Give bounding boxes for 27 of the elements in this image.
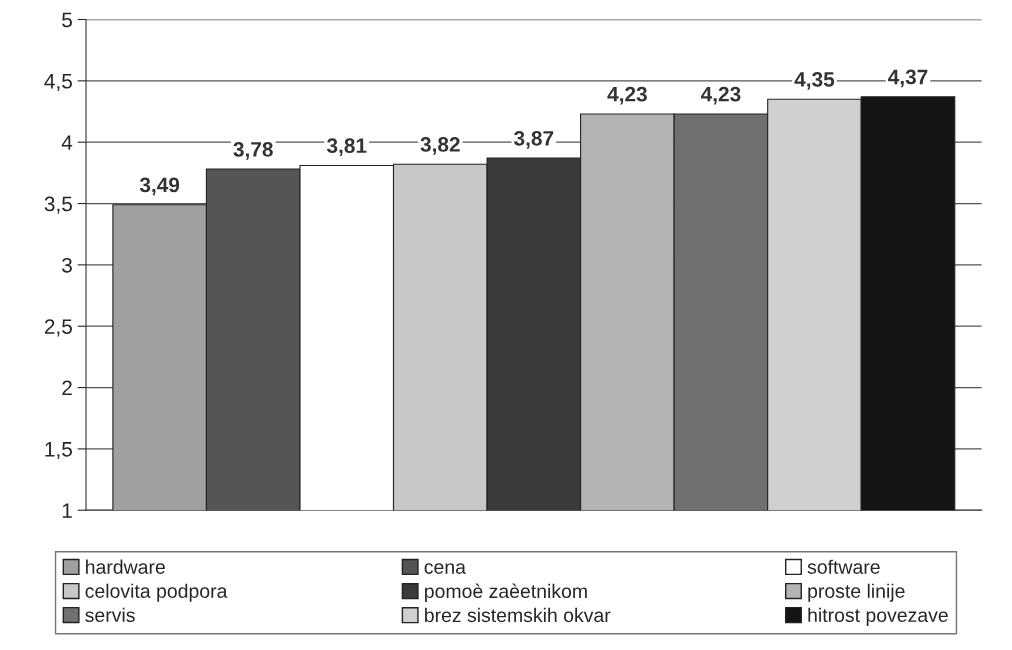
data-label: 3,87 [514,130,554,149]
data-label: 4,37 [888,69,928,88]
data-label: 3,81 [326,138,367,157]
data-label: 3,49 [139,177,180,196]
y-tick-label: 1 [62,503,72,518]
y-tick-label: 3 [62,257,72,273]
y-tick-label: 2,5 [44,319,72,337]
legend-label: pomoè zaèetnikom [425,583,587,602]
y-tick-label: 2 [62,380,72,396]
legend-label: brez sistemskih okvar [425,607,611,623]
y-tick-label: 4,5 [44,74,72,92]
legend-label: hardware [86,559,165,574]
legend-label: software [807,559,880,574]
data-label: 4,35 [794,72,835,90]
y-tick-label: 3,5 [44,196,72,214]
data-label: 3,78 [233,141,273,160]
data-label: 4,23 [700,86,741,105]
data-label: 3,82 [420,137,460,155]
legend-label: servis [85,607,135,623]
y-tick-label: 5 [62,12,72,28]
legend-label: hitrost povezave [808,607,948,626]
y-tick-label: 4 [61,135,73,150]
legend-label: cena [424,563,466,574]
data-label: 4,23 [607,86,647,105]
legend-label: celovita podpora [85,583,228,602]
y-tick-label: 1,5 [45,442,72,460]
legend-label: proste linije [808,583,905,602]
